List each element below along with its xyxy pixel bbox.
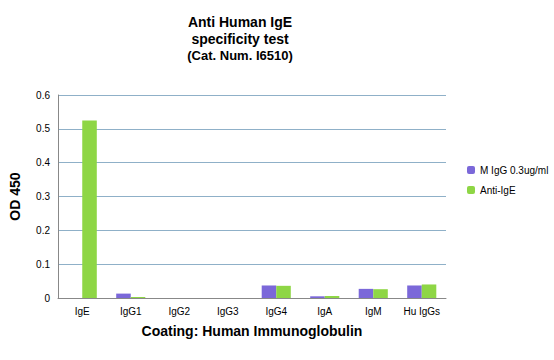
svg-text:0: 0 xyxy=(44,293,50,304)
svg-text:Coating: Human Immunoglobulin: Coating: Human Immunoglobulin xyxy=(142,323,363,339)
svg-text:0.1: 0.1 xyxy=(36,259,50,270)
svg-text:IgG4: IgG4 xyxy=(265,306,287,317)
svg-text:(Cat. Num. I6510): (Cat. Num. I6510) xyxy=(187,48,292,63)
svg-text:0.3: 0.3 xyxy=(36,191,50,202)
svg-text:IgG3: IgG3 xyxy=(217,306,239,317)
svg-text:Anti-IgE: Anti-IgE xyxy=(480,185,516,196)
svg-text:0.2: 0.2 xyxy=(36,225,50,236)
svg-text:0.5: 0.5 xyxy=(36,123,50,134)
svg-text:M IgG 0.3ug/ml: M IgG 0.3ug/ml xyxy=(480,165,548,176)
svg-text:IgG2: IgG2 xyxy=(168,306,190,317)
svg-text:IgG1: IgG1 xyxy=(120,306,142,317)
svg-text:Hu IgGs: Hu IgGs xyxy=(403,306,440,317)
svg-text:IgE: IgE xyxy=(75,306,90,317)
svg-text:0.6: 0.6 xyxy=(36,90,50,101)
svg-text:specificity test: specificity test xyxy=(191,31,289,47)
svg-text:Anti Human IgE: Anti Human IgE xyxy=(188,14,292,30)
svg-text:IgA: IgA xyxy=(317,306,332,317)
svg-text:OD 450: OD 450 xyxy=(7,172,23,220)
svg-text:0.4: 0.4 xyxy=(36,157,50,168)
svg-text:IgM: IgM xyxy=(365,306,382,317)
